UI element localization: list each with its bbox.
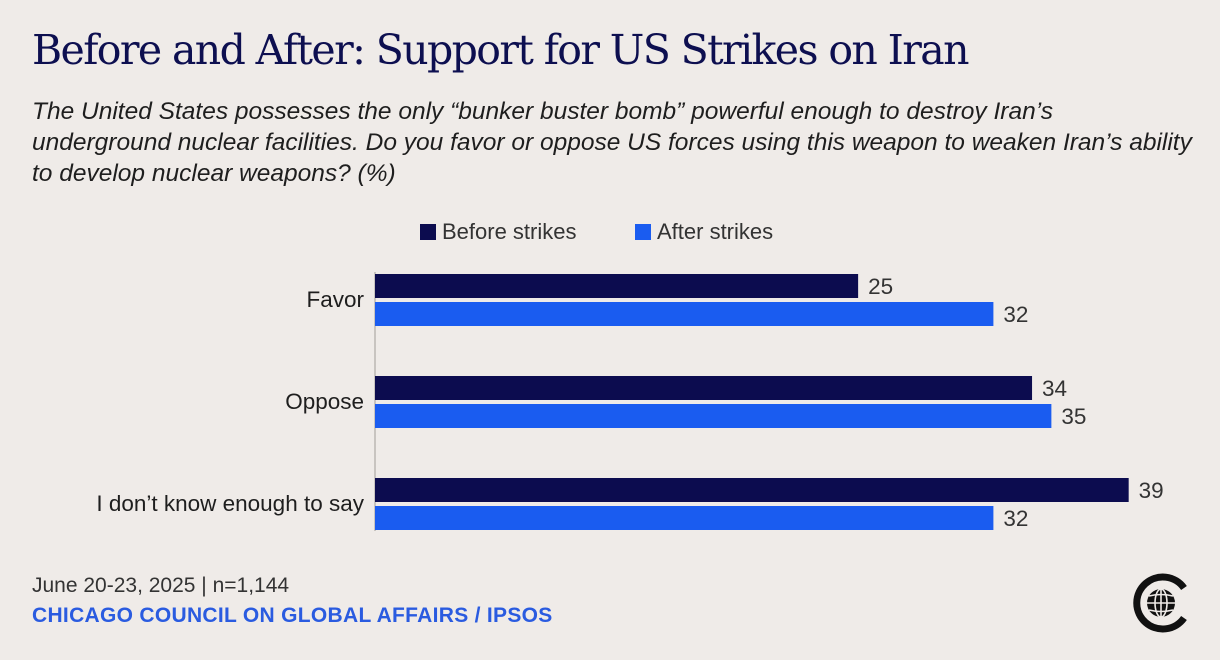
survey-date-sample: June 20-23, 2025 | n=1,144 [32, 574, 290, 597]
category-label-3: I don’t know enough to say [96, 491, 364, 516]
chart-subtitle: The United States possesses the only “bu… [32, 98, 1192, 187]
chart-title: Before and After: Support for US Strikes… [32, 26, 969, 74]
legend-label-2: After strikes [657, 219, 773, 244]
data-label-2-1: 34 [1042, 376, 1067, 401]
category-label-2: Oppose [285, 389, 364, 414]
chicago-council-globe-logo-icon [1133, 573, 1187, 633]
category-label-1: Favor [306, 287, 364, 312]
bar-2-2 [375, 404, 1052, 428]
data-label-2-2: 35 [1061, 404, 1086, 429]
data-label-3-1: 39 [1139, 478, 1164, 503]
bar-2-1 [375, 376, 1033, 400]
bar-chart: Before strikes After strikes Favor 25 32 Oppo… [96, 219, 1164, 531]
data-label-3-2: 32 [1003, 506, 1028, 531]
legend-swatch-1 [420, 224, 436, 240]
legend-swatch-2 [635, 224, 651, 240]
legend-label-1: Before strikes [442, 219, 577, 244]
bar-1-2 [375, 302, 994, 326]
bar-3-2 [375, 506, 994, 530]
data-label-1-1: 25 [868, 274, 893, 299]
bar-1-1 [375, 274, 859, 298]
data-label-1-2: 32 [1003, 302, 1028, 327]
bar-3-1 [375, 478, 1129, 502]
source-credit: CHICAGO COUNCIL ON GLOBAL AFFAIRS / IPSO… [32, 604, 553, 627]
